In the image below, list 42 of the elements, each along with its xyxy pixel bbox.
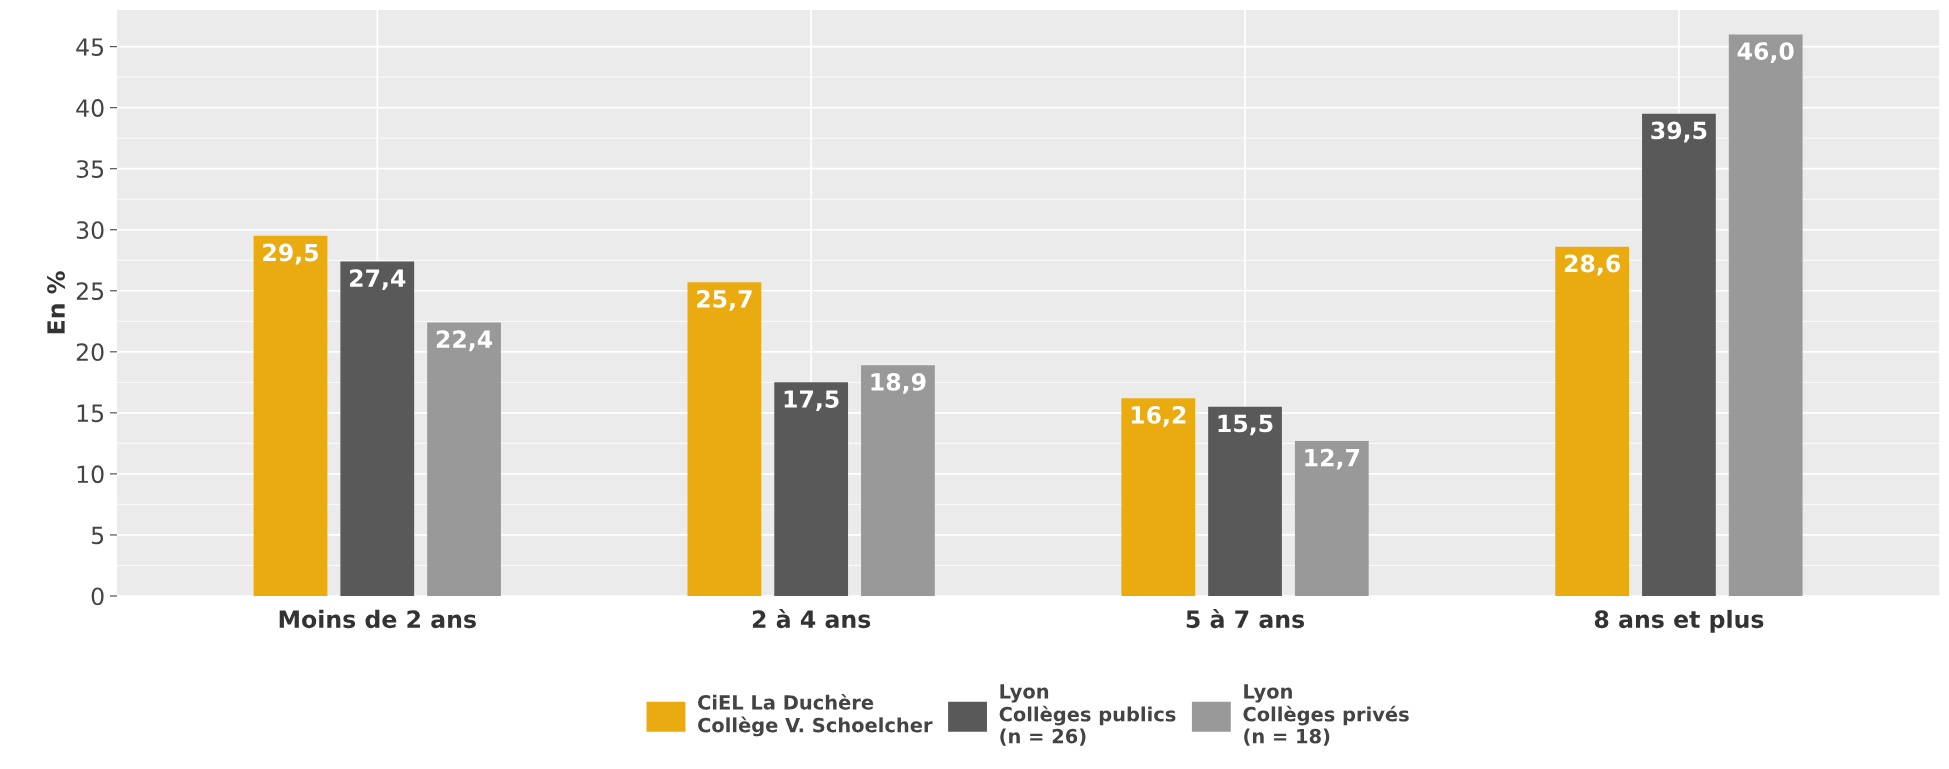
y-tick-label: 30 xyxy=(76,221,104,240)
y-tick-label: 0 xyxy=(91,587,104,606)
bar xyxy=(774,382,849,596)
bar xyxy=(253,235,328,596)
data-label: 27,4 xyxy=(350,269,406,291)
data-label: 29,5 xyxy=(263,243,318,265)
data-label: 15,5 xyxy=(1218,414,1273,436)
y-tick-label: 25 xyxy=(76,282,104,301)
y-tick-label: 20 xyxy=(76,343,104,362)
data-label: 17,5 xyxy=(784,390,839,411)
x-tick-label: 5 à 7 ans xyxy=(1186,608,1305,629)
bar xyxy=(1642,113,1716,596)
bar xyxy=(1121,398,1196,596)
bar xyxy=(687,282,762,596)
bar xyxy=(1728,34,1803,596)
x-tick-label: 8 ans et plus xyxy=(1594,609,1764,633)
x-tick-label: 2 à 4 ans xyxy=(752,608,871,629)
data-label: 25,7 xyxy=(697,289,752,311)
y-tick-label: 10 xyxy=(77,465,104,484)
bar xyxy=(340,261,415,596)
bar xyxy=(1294,440,1369,596)
x-tick-label: Moins de 2 ans xyxy=(279,609,476,629)
legend-label: CiEL La Duchère Collège V. Schoelcher xyxy=(698,693,933,737)
y-tick-label: 45 xyxy=(76,38,104,56)
y-tick-label: 5 xyxy=(91,526,104,545)
data-label: 18,9 xyxy=(871,372,926,394)
y-tick-label: 35 xyxy=(76,160,104,179)
data-label: 28,6 xyxy=(1564,254,1621,276)
bar xyxy=(861,365,935,596)
bar xyxy=(427,322,501,596)
y-tick-label: 40 xyxy=(76,99,104,117)
data-label: 22,4 xyxy=(436,330,493,352)
data-label: 16,2 xyxy=(1131,405,1186,427)
y-tick-label: 15 xyxy=(77,404,104,423)
data-label: 12,7 xyxy=(1305,448,1360,470)
bar xyxy=(1555,246,1630,596)
y-axis-title: En % xyxy=(47,271,65,334)
legend-label: Lyon Collèges publics (n = 26) xyxy=(999,684,1176,746)
data-label: 46,0 xyxy=(1737,42,1794,64)
bar xyxy=(1208,406,1282,596)
legend-label: Lyon Collèges privés (n = 18) xyxy=(1243,684,1409,746)
data-label: 39,5 xyxy=(1651,121,1707,143)
